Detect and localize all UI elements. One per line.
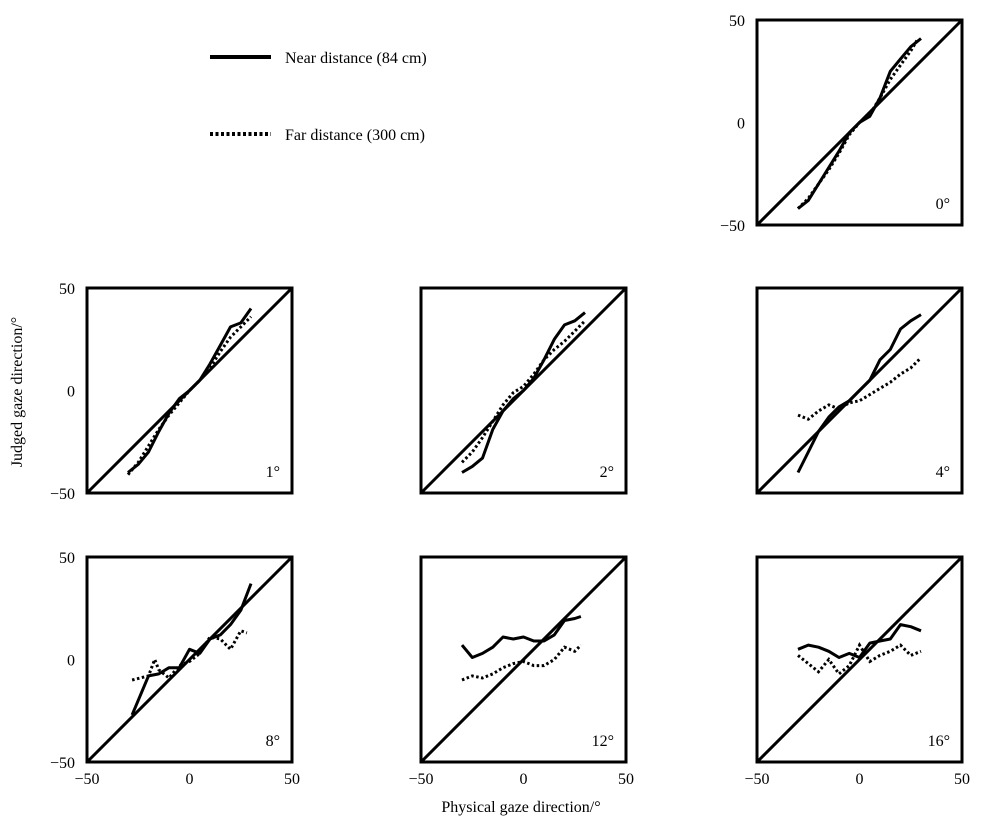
legend-far-label: Far distance (300 cm) <box>285 127 425 144</box>
panel-4: 8° 50 0 −50−50 0 50 <box>50 550 300 788</box>
y-axis-title: Judged gaze direction/° <box>9 317 26 467</box>
y-tick-label: 50 <box>729 13 745 30</box>
x-tick-label: −50 <box>74 771 99 788</box>
series-far-line <box>797 642 922 677</box>
series-near-line <box>460 615 582 659</box>
panel-frame <box>755 18 964 227</box>
x-tick-label: 50 <box>954 771 970 788</box>
panel-angle-label: 8° <box>266 733 280 750</box>
y-tick-label: 0 <box>737 116 745 133</box>
panel-angle-label: 4° <box>936 464 950 481</box>
panel-angle-label: 12° <box>592 733 614 750</box>
panels-group: 0°500−501°500−502° 4°8°500−50−50 0 5012°−50… <box>50 13 970 788</box>
panel-3: 4° <box>755 286 964 495</box>
x-axis-title: Physical gaze direction/° <box>441 799 600 816</box>
panel-frame <box>419 555 628 764</box>
panel-angle-label: 0° <box>936 196 950 213</box>
x-tick-label: 0 <box>856 771 864 788</box>
y-tick-label: 0 <box>67 653 75 670</box>
identity-line <box>419 555 628 764</box>
x-tick-label: 50 <box>618 771 634 788</box>
y-tick-label: −50 <box>50 486 75 503</box>
legend-near-label: Near distance (84 cm) <box>285 50 427 67</box>
identity-line <box>755 555 964 764</box>
series-near-line <box>461 311 586 474</box>
series-far-line <box>131 628 248 682</box>
panel-0: 0° 50 0 −50 <box>720 13 964 235</box>
y-tick-label: 0 <box>67 384 75 401</box>
x-tick-label: −50 <box>408 771 433 788</box>
y-tick-label: 50 <box>59 281 75 298</box>
y-tick-label: −50 <box>720 218 745 235</box>
series-far-line <box>460 319 587 464</box>
series-far-line <box>461 644 582 682</box>
series-far-line <box>796 39 919 210</box>
x-tick-label: 50 <box>284 771 300 788</box>
panel-angle-label: 1° <box>266 464 280 481</box>
panel-frame <box>755 555 964 764</box>
panel-angle-label: 2° <box>600 464 614 481</box>
panel-frame <box>755 286 964 495</box>
panel-frame <box>85 286 294 495</box>
x-tick-label: −50 <box>744 771 769 788</box>
identity-line <box>85 555 294 764</box>
x-tick-label: 0 <box>520 771 528 788</box>
y-tick-label: 50 <box>59 550 75 567</box>
series-near-line <box>130 583 253 716</box>
panel-frame <box>85 555 294 764</box>
series-near-line <box>797 623 922 659</box>
panel-frame <box>419 286 628 495</box>
series-near-line <box>127 307 253 474</box>
panel-6: 16° −50 0 50 <box>744 555 970 788</box>
y-tick-label: −50 <box>50 755 75 772</box>
panel-1: 1° 50 0 −50 <box>50 281 294 503</box>
panel-5: 12° −50 0 50 <box>408 555 634 788</box>
series-near-line <box>796 313 922 474</box>
panel-2: 2° <box>419 286 628 495</box>
x-tick-label: 0 <box>186 771 194 788</box>
panel-angle-label: 16° <box>928 733 950 750</box>
series-far-line <box>126 315 253 476</box>
legend: Near distance (84 cm) Far distance (300 … <box>210 50 427 144</box>
